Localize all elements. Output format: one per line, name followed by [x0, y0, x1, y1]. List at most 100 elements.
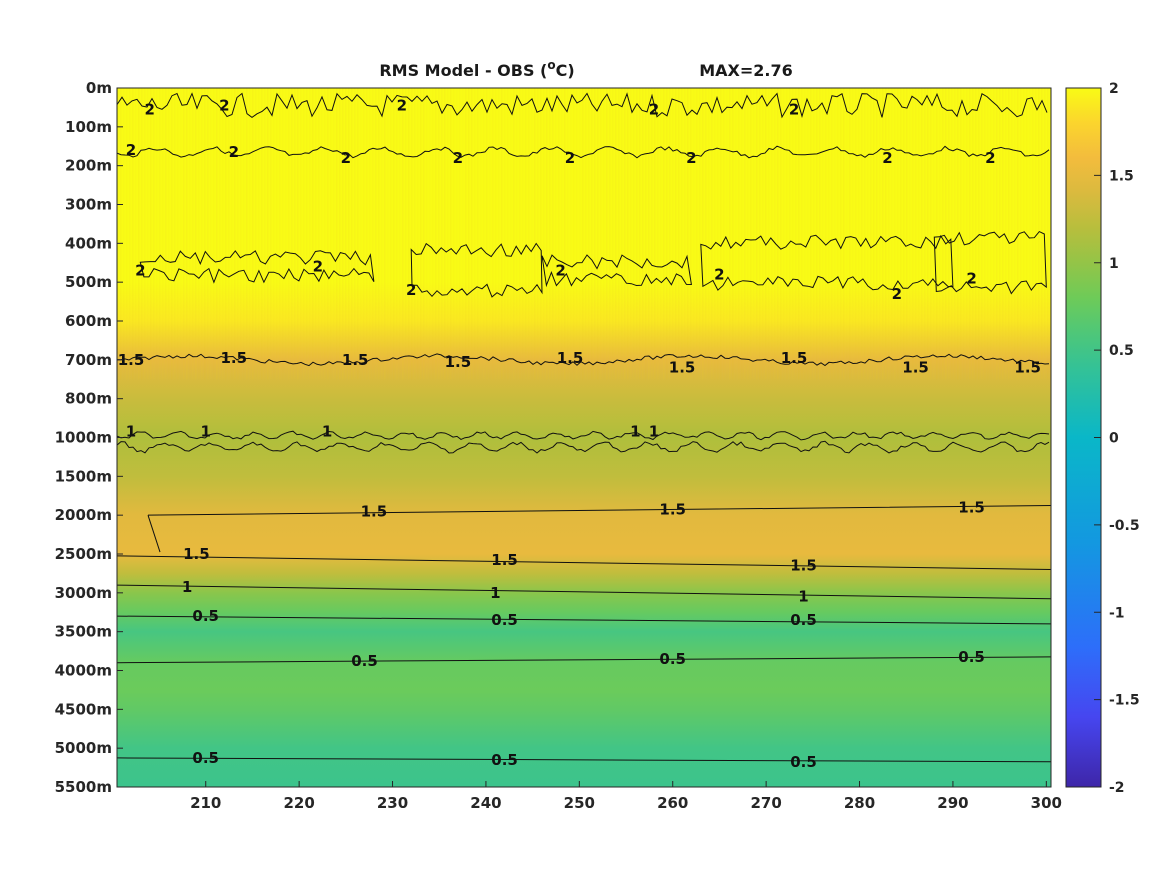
y-tick-label: 1500m [55, 467, 112, 485]
contour-label: 0.5 [491, 611, 518, 629]
contour-0.5-3500m [117, 615, 1051, 625]
max-annotation: MAX=2.76 [699, 61, 793, 80]
contour-2-blob-2 [700, 234, 954, 291]
y-tick-label: 700m [65, 351, 112, 369]
y-tick-label: 0m [86, 79, 112, 97]
contour-label: 0.5 [790, 753, 817, 771]
contour-label: 1 [630, 423, 640, 441]
contour-label: 1.5 [669, 359, 696, 377]
contour-label: 1.5 [1014, 359, 1041, 377]
x-tick-label: 280 [844, 794, 875, 812]
contour-label: 0.5 [351, 652, 378, 670]
contour-label: 2 [397, 97, 407, 115]
colorbar-tick-label: 1 [1109, 256, 1119, 272]
contour-label: 1.5 [557, 349, 584, 367]
contour-label: 2 [229, 143, 239, 161]
contour-label: 2 [882, 149, 892, 167]
contour-2-blob-1 [541, 254, 692, 288]
y-tick-label: 3000m [55, 584, 112, 602]
contour-label: 2 [565, 149, 575, 167]
contour-label: 2 [985, 149, 995, 167]
contour-1-3000m [117, 584, 1051, 600]
contour-label: 1.5 [118, 351, 145, 369]
colorbar-tick-label: -0.5 [1109, 518, 1140, 534]
contour-label: 1.5 [183, 545, 210, 563]
contour-label: 1.5 [491, 551, 518, 569]
colorbar-tick-label: -1 [1109, 605, 1125, 621]
contour-2-blob-3 [933, 230, 1047, 295]
contour-label: 2 [649, 100, 659, 118]
x-tick-label: 220 [283, 794, 314, 812]
y-tick-label: 5500m [55, 778, 112, 796]
contour-label: 1 [182, 578, 192, 596]
contour-1.5-2500m [117, 555, 1051, 570]
contour-0.5-5000m [117, 757, 1051, 763]
contour-label: 1.5 [361, 502, 388, 520]
y-tick-label: 100m [65, 118, 112, 136]
x-tick-label: 290 [937, 794, 968, 812]
contour-lines [117, 92, 1051, 763]
y-tick-label: 200m [65, 157, 112, 175]
contour-label: 1.5 [659, 500, 686, 518]
contour-label: 0.5 [958, 648, 985, 666]
x-tick-label: 230 [377, 794, 408, 812]
contour-label: 2 [789, 100, 799, 118]
x-tick-label: 270 [750, 794, 781, 812]
y-tick-label: 2000m [55, 506, 112, 524]
contour-label: 2 [686, 149, 696, 167]
y-tick-label: 300m [65, 196, 112, 214]
contour-2-surface [117, 92, 1048, 119]
colorbar-tick-label: -2 [1109, 780, 1125, 796]
colorbar-tick-label: -1.5 [1109, 693, 1140, 709]
y-tick-label: 400m [65, 234, 112, 252]
y-tick-label: 2500m [55, 545, 112, 563]
contour-label: 0.5 [790, 611, 817, 629]
y-tick-label: 500m [65, 273, 112, 291]
colorbar-tick-label: 1.5 [1109, 168, 1134, 184]
contour-label: 1.5 [445, 353, 472, 371]
plot-area: 2 2 2 2 2 2 2 2 2 2 2 2 2 2 2 2 2 2 2 2 1.5 1.5 1.5 1.5 1.5 1.5 1.… [116, 87, 1052, 788]
contour-label: 2 [406, 281, 416, 299]
y-tick-label: 4000m [55, 662, 112, 680]
x-axis: 210 220 230 240 250 260 270 280 290 300 [190, 781, 1062, 812]
y-tick-label: 3500m [55, 623, 112, 641]
contour-label: 0.5 [659, 650, 686, 668]
x-tick-label: 300 [1031, 794, 1062, 812]
contour-label: 1.5 [902, 359, 929, 377]
x-tick-label: 260 [657, 794, 688, 812]
contour-label: 1.5 [790, 557, 817, 575]
y-tick-label: 600m [65, 312, 112, 330]
x-tick-label: 210 [190, 794, 221, 812]
contour-1.5-700m [117, 353, 1050, 367]
contour-label: 2 [135, 262, 145, 280]
contour-label: 2 [714, 265, 724, 283]
contour-label: 2 [892, 285, 902, 303]
contour-label: 1.5 [221, 349, 248, 367]
contour-label: 2 [126, 141, 136, 159]
contour-label: 1 [649, 423, 659, 441]
contour-label: 1 [322, 423, 332, 441]
contour-label: 2 [453, 149, 463, 167]
contour-label: 0.5 [491, 751, 518, 769]
contour-2-upper [117, 145, 1050, 159]
y-tick-label: 5000m [55, 739, 112, 757]
x-tick-label: 240 [470, 794, 501, 812]
contour-label: 2 [144, 100, 154, 118]
heatmap-field [117, 88, 1051, 787]
y-tick-label: 800m [65, 390, 112, 408]
contour-label: 2 [555, 262, 565, 280]
contour-1-1000m-b [117, 440, 1050, 454]
colorbar-tick-label: 0 [1109, 431, 1119, 447]
contour-label: 1 [490, 584, 500, 602]
contour-label: 1.5 [781, 349, 808, 367]
colorbar-ticks: 2 1.5 1 0.5 0 -0.5 -1 -1.5 -2 [1094, 81, 1140, 796]
contour-label: 2 [219, 97, 229, 115]
y-tick-label: 1000m [55, 429, 112, 447]
y-axis: 0m 100m 200m 300m 400m 500m 600m 700m 800m 1000m 1… [55, 79, 123, 796]
contour-label: 1.5 [958, 498, 985, 516]
contour-label: 1 [798, 588, 808, 606]
y-tick-label: 4500m [55, 700, 112, 718]
contour-label: 2 [966, 269, 976, 287]
contour-2-blob-0 [410, 242, 543, 298]
contour-label: 2 [313, 258, 323, 276]
